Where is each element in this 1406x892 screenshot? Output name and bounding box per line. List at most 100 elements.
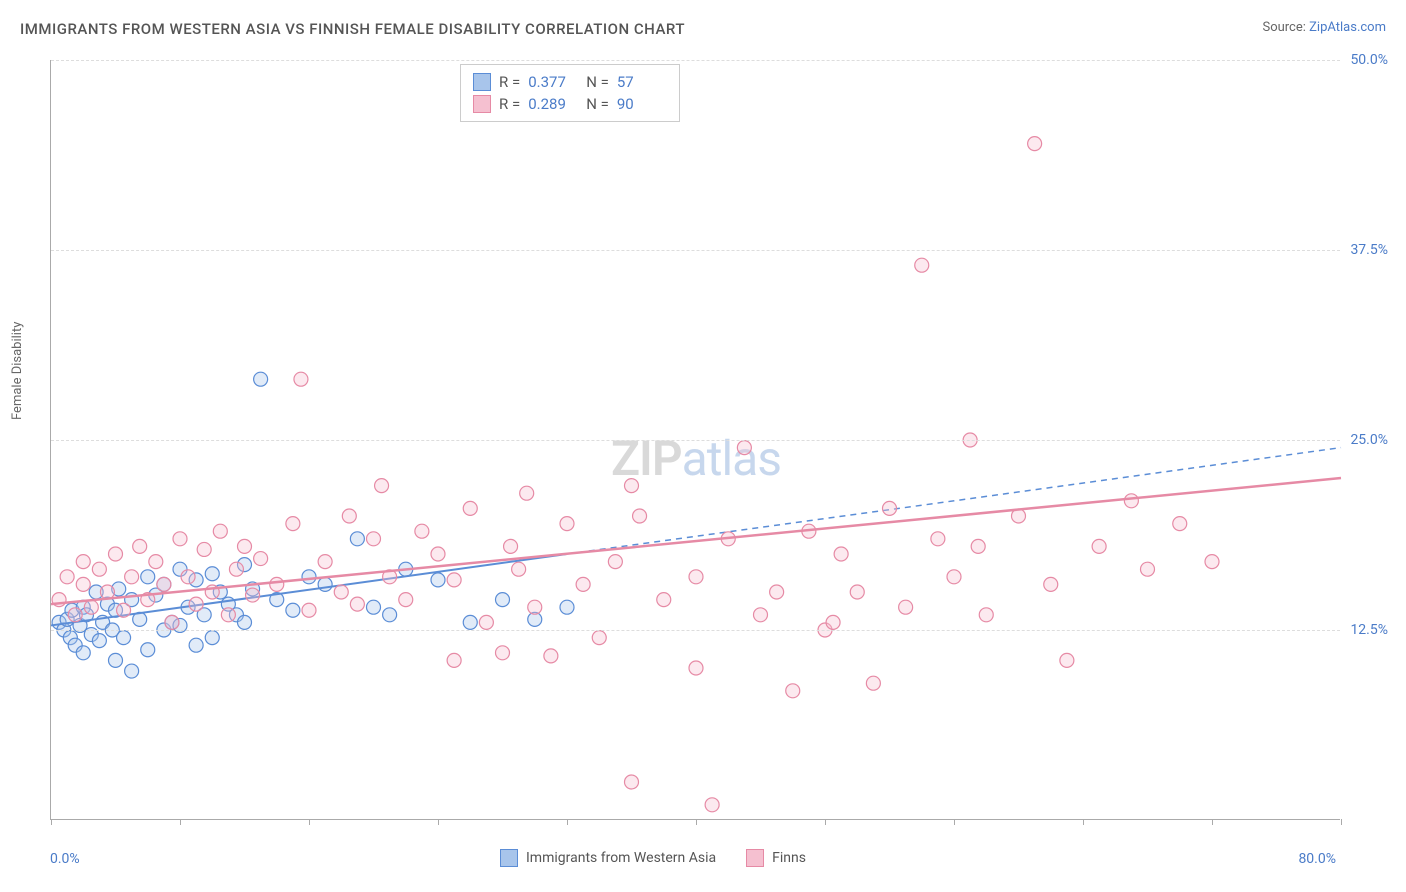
data-point: [84, 600, 98, 614]
data-point: [157, 577, 171, 591]
data-point: [826, 615, 840, 629]
data-point: [141, 643, 155, 657]
data-point: [496, 593, 510, 607]
data-point: [1060, 653, 1074, 667]
legend-series: Immigrants from Western Asia Finns: [500, 849, 806, 867]
data-point: [286, 517, 300, 531]
data-point: [689, 661, 703, 675]
data-point: [109, 547, 123, 561]
x-tick: [567, 819, 568, 825]
data-point: [302, 570, 316, 584]
data-point: [181, 570, 195, 584]
gridline: [51, 440, 1340, 441]
data-point: [915, 258, 929, 272]
data-point: [447, 573, 461, 587]
data-point: [737, 441, 751, 455]
data-point: [947, 570, 961, 584]
data-point: [770, 585, 784, 599]
y-axis-label: Female Disability: [10, 322, 25, 420]
x-tick: [1341, 819, 1342, 825]
data-point: [689, 570, 703, 584]
data-point: [1141, 562, 1155, 576]
legend-stats-box: R =0.377N =57R =0.289N =90: [460, 64, 680, 122]
data-point: [367, 532, 381, 546]
data-point: [431, 547, 445, 561]
data-point: [1044, 577, 1058, 591]
y-tick-label: 12.5%: [1350, 622, 1388, 638]
data-point: [100, 585, 114, 599]
data-point: [294, 372, 308, 386]
data-point: [165, 615, 179, 629]
data-point: [246, 588, 260, 602]
legend-series-item: Finns: [746, 849, 806, 867]
data-point: [189, 638, 203, 652]
x-tick: [51, 819, 52, 825]
data-point: [141, 570, 155, 584]
data-point: [197, 542, 211, 556]
legend-swatch: [473, 73, 491, 91]
data-point: [254, 552, 268, 566]
legend-swatch: [746, 849, 764, 867]
data-point: [350, 597, 364, 611]
x-tick: [696, 819, 697, 825]
data-point: [971, 539, 985, 553]
x-axis-max-label: 80.0%: [1298, 851, 1336, 867]
n-label: N =: [586, 73, 609, 91]
data-point: [447, 653, 461, 667]
data-point: [133, 539, 147, 553]
n-value: 57: [617, 73, 667, 91]
data-point: [834, 547, 848, 561]
x-tick: [954, 819, 955, 825]
data-point: [318, 555, 332, 569]
source-link[interactable]: ZipAtlas.com: [1309, 20, 1386, 35]
data-point: [463, 501, 477, 515]
data-point: [76, 577, 90, 591]
data-point: [221, 608, 235, 622]
data-point: [60, 570, 74, 584]
data-point: [76, 555, 90, 569]
y-tick-label: 37.5%: [1350, 242, 1388, 258]
data-point: [512, 562, 526, 576]
data-point: [92, 562, 106, 576]
data-point: [1092, 539, 1106, 553]
data-point: [979, 608, 993, 622]
data-point: [238, 615, 252, 629]
data-point: [592, 631, 606, 645]
legend-stat-row: R = 0.377 N = 57: [473, 71, 667, 93]
x-tick: [438, 819, 439, 825]
y-tick-label: 50.0%: [1350, 52, 1388, 68]
data-point: [479, 615, 493, 629]
x-tick: [825, 819, 826, 825]
r-value: 0.289: [528, 95, 578, 113]
gridline: [51, 630, 1340, 631]
r-label: R =: [499, 73, 520, 91]
data-point: [1173, 517, 1187, 531]
data-point: [786, 684, 800, 698]
data-point: [318, 577, 332, 591]
data-point: [76, 646, 90, 660]
data-point: [117, 631, 131, 645]
data-point: [883, 501, 897, 515]
chart-plot-area: ZIPatlas: [50, 60, 1340, 820]
data-point: [399, 593, 413, 607]
legend-swatch: [500, 849, 518, 867]
legend-stat-row: R =0.289N =90: [473, 93, 667, 115]
legend-series-label: Immigrants from Western Asia: [526, 850, 716, 866]
data-point: [173, 532, 187, 546]
data-point: [576, 577, 590, 591]
data-point: [504, 539, 518, 553]
data-point: [189, 597, 203, 611]
data-point: [238, 539, 252, 553]
n-value: 90: [617, 95, 667, 113]
source-label: Source:: [1262, 20, 1309, 35]
data-point: [254, 372, 268, 386]
r-label: R =: [499, 95, 520, 113]
data-point: [92, 634, 106, 648]
data-point: [754, 608, 768, 622]
data-point: [342, 509, 356, 523]
r-value: 0.377: [528, 73, 578, 91]
data-point: [334, 585, 348, 599]
data-point: [544, 649, 558, 663]
data-point: [205, 631, 219, 645]
x-axis-min-label: 0.0%: [50, 851, 80, 867]
